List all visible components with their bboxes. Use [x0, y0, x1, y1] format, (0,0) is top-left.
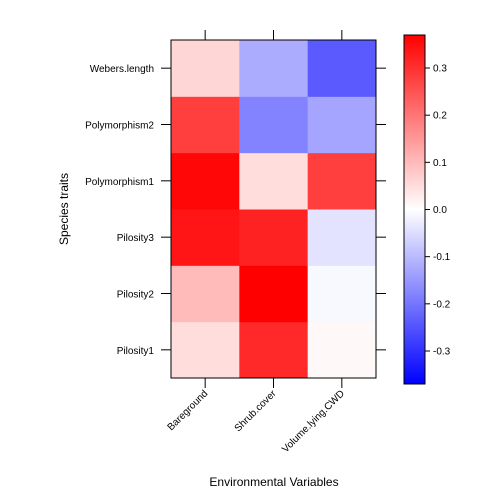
colorbar-tick-label: 0.3 — [433, 64, 447, 75]
heatmap-cell — [171, 265, 240, 323]
heatmap-cell — [239, 96, 309, 154]
heatmap-cell — [239, 40, 309, 97]
heatmap-cell — [239, 152, 309, 210]
heatmap-cell — [307, 40, 377, 97]
colorbar-tick-label: 0.2 — [433, 111, 447, 122]
heatmap-cell — [239, 321, 309, 379]
heatmap-cell — [307, 96, 377, 154]
heatmap-cell — [171, 321, 240, 379]
colorbar-tick-label: -0.2 — [433, 299, 451, 310]
y-tick-label: Polymorphism2 — [85, 121, 154, 132]
y-tick-label: Pilosity3 — [117, 233, 155, 244]
heatmap-cell — [239, 265, 309, 323]
x-tick-label: Bareground — [166, 388, 211, 433]
heatmap-cell — [307, 152, 377, 210]
colorbar-tick-label: 0.1 — [433, 158, 447, 169]
axis-ticks — [161, 30, 386, 388]
colorbar-tick-label: -0.3 — [433, 346, 451, 357]
y-tick-labels: Pilosity1 Pilosity2 Pilosity3 Polymorphism1… — [85, 64, 154, 357]
y-tick-label: Webers.length — [90, 64, 154, 75]
heatmap-cell — [171, 40, 240, 97]
x-axis-title: Environmental Variables — [209, 475, 338, 489]
heatmap-cell — [307, 265, 377, 323]
colorbar-ticks: -0.3 -0.2 -0.1 0.0 0.1 0.2 0.3 — [425, 64, 451, 357]
heatmap-cell — [171, 152, 240, 210]
heatmap-cell — [171, 209, 240, 266]
colorbar-tick-label: 0.0 — [433, 205, 447, 216]
y-tick-label: Pilosity1 — [117, 346, 155, 357]
y-tick-label: Polymorphism1 — [85, 177, 154, 188]
x-tick-labels: Bareground Shrub.cover Volume.lying.CWD — [166, 388, 347, 455]
heatmap-cell — [239, 209, 309, 266]
x-tick-label: Volume.lying.CWD — [280, 388, 347, 455]
heatmap-cell — [171, 96, 240, 154]
heatmap-cell — [307, 209, 377, 266]
colorbar — [403, 34, 426, 385]
y-axis-title: Species traits — [57, 173, 71, 245]
colorbar-tick-label: -0.1 — [433, 252, 451, 263]
heatmap-cells — [171, 40, 377, 379]
y-tick-label: Pilosity2 — [117, 290, 155, 301]
heatmap-cell — [307, 321, 377, 379]
x-tick-label: Shrub.cover — [233, 388, 279, 434]
